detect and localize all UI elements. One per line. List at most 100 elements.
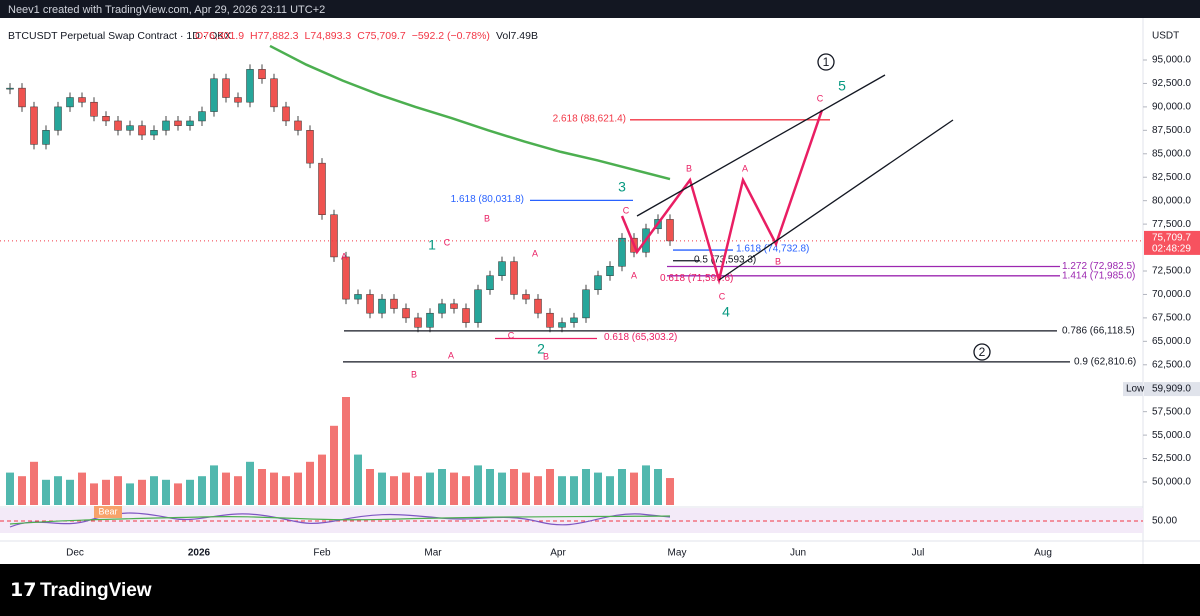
candle-body xyxy=(390,298,398,309)
marks: 95,000.0 92,500.0 90,000.0 87,500.0 85,000.0… xyxy=(0,30,1200,559)
fib-label: 1.414 (71,985.0) xyxy=(1062,270,1135,281)
y-tick-label: 50,000.0 xyxy=(1152,477,1191,488)
wave-label: 4 xyxy=(722,304,730,320)
low-value-box xyxy=(1144,382,1200,397)
candle-body xyxy=(102,116,110,122)
candle-body xyxy=(558,322,566,328)
candle-body xyxy=(162,120,170,131)
candle-body xyxy=(258,69,266,80)
volume-bar xyxy=(366,469,374,505)
moving-average xyxy=(269,44,671,181)
fib-label: 1.272 (72,982.5) xyxy=(1062,261,1135,272)
volume-bar xyxy=(6,472,14,505)
candle-body xyxy=(594,275,602,291)
y-tick-label: 77,500.0 xyxy=(1152,219,1191,230)
legend-value: O76,301.9 xyxy=(195,30,244,42)
volume-bar xyxy=(198,476,206,505)
volume-bar xyxy=(258,469,266,505)
bear-box xyxy=(94,506,122,518)
volume-bar xyxy=(582,469,590,505)
candle-body xyxy=(486,275,494,291)
wave-label: A xyxy=(448,350,454,360)
candle-body xyxy=(522,294,530,300)
volume-bar xyxy=(462,476,470,505)
volume-bar xyxy=(174,483,182,505)
wave-label: B xyxy=(484,213,490,223)
candle-body xyxy=(294,120,302,131)
wave-label: A xyxy=(532,248,538,258)
wave-label: C xyxy=(817,93,824,103)
circled-label: 2 xyxy=(979,345,986,359)
candle-body xyxy=(330,214,338,258)
volume-bar xyxy=(126,483,134,505)
candle-body xyxy=(138,125,146,136)
volume-bar xyxy=(186,479,194,505)
candle-body xyxy=(354,294,362,300)
volume-bar xyxy=(246,461,254,505)
candle-body xyxy=(474,289,482,323)
wave-label: C xyxy=(719,291,726,301)
volume-bar xyxy=(210,465,218,505)
candle-body xyxy=(462,308,470,323)
volume-bar xyxy=(450,472,458,505)
candle-body xyxy=(378,298,386,314)
candle-body xyxy=(198,111,206,122)
channel-bottom xyxy=(718,119,954,281)
candle-body xyxy=(306,130,314,164)
candle-body xyxy=(666,219,674,242)
volume-bar xyxy=(570,476,578,505)
volume-bar xyxy=(522,472,530,505)
y-tick-label: 57,500.0 xyxy=(1152,406,1191,417)
circled-label: 1 xyxy=(823,55,830,69)
y-tick-label: 90,000.0 xyxy=(1152,102,1191,113)
volume-bar xyxy=(342,397,350,505)
wave-label: B xyxy=(775,256,781,266)
low-tag: Low xyxy=(1126,384,1145,395)
fib-label: 1.618 (80,031.8) xyxy=(451,194,524,205)
legend-value: −592.2 (−0.78%) xyxy=(412,30,490,42)
volume-bar xyxy=(90,483,98,505)
volume-bar xyxy=(78,472,86,505)
y-tick-label: 95,000.0 xyxy=(1152,55,1191,66)
volume-bar xyxy=(474,465,482,505)
x-tick-label: Mar xyxy=(424,548,442,559)
y-tick-label: 65,000.0 xyxy=(1152,336,1191,347)
volume-bar xyxy=(306,461,314,505)
bear-tag: Bear xyxy=(98,506,117,516)
candle-body xyxy=(366,294,374,314)
logo-mark: 𝟭𝟳 xyxy=(10,580,36,601)
fib-label: 0.618 (65,303.2) xyxy=(604,332,677,343)
candle-body xyxy=(414,317,422,328)
volume-bar xyxy=(66,479,74,505)
volume-bar xyxy=(354,454,362,505)
y-tick-label: 55,000.0 xyxy=(1152,430,1191,441)
fib-label: 0.9 (62,810.6) xyxy=(1074,357,1136,368)
fib-label: 1.618 (74,732.8) xyxy=(736,244,809,255)
volume-bar xyxy=(150,476,158,505)
x-tick-label: May xyxy=(668,548,687,559)
candle-body xyxy=(150,130,158,136)
candle-body xyxy=(606,266,614,276)
volume-bar xyxy=(390,476,398,505)
candle-body xyxy=(18,87,26,108)
fib-label: 2.618 (88,621.4) xyxy=(553,113,626,124)
candle-body xyxy=(30,106,38,145)
volume-bar xyxy=(486,469,494,505)
wave-label: A xyxy=(631,270,637,280)
candle-body xyxy=(66,97,74,108)
top-bar xyxy=(0,0,1200,18)
volume-bar xyxy=(558,476,566,505)
legend-symbol: BTCUSDT Perpetual Swap Contract · 1D · O… xyxy=(8,30,231,42)
volume-bar xyxy=(30,461,38,505)
wave-label: 3 xyxy=(618,179,626,195)
candle-body xyxy=(126,125,134,131)
legend-value: C75,709.7 xyxy=(357,30,406,42)
legend-value: H77,882.3 xyxy=(250,30,299,42)
volume-bar xyxy=(642,465,650,505)
candle-body xyxy=(438,303,446,314)
oscillator-tick: 50.00 xyxy=(1152,516,1177,527)
candle-body xyxy=(546,312,554,328)
x-tick-label: Dec xyxy=(66,548,84,559)
footer-bar xyxy=(0,564,1200,616)
candle-body xyxy=(450,303,458,309)
